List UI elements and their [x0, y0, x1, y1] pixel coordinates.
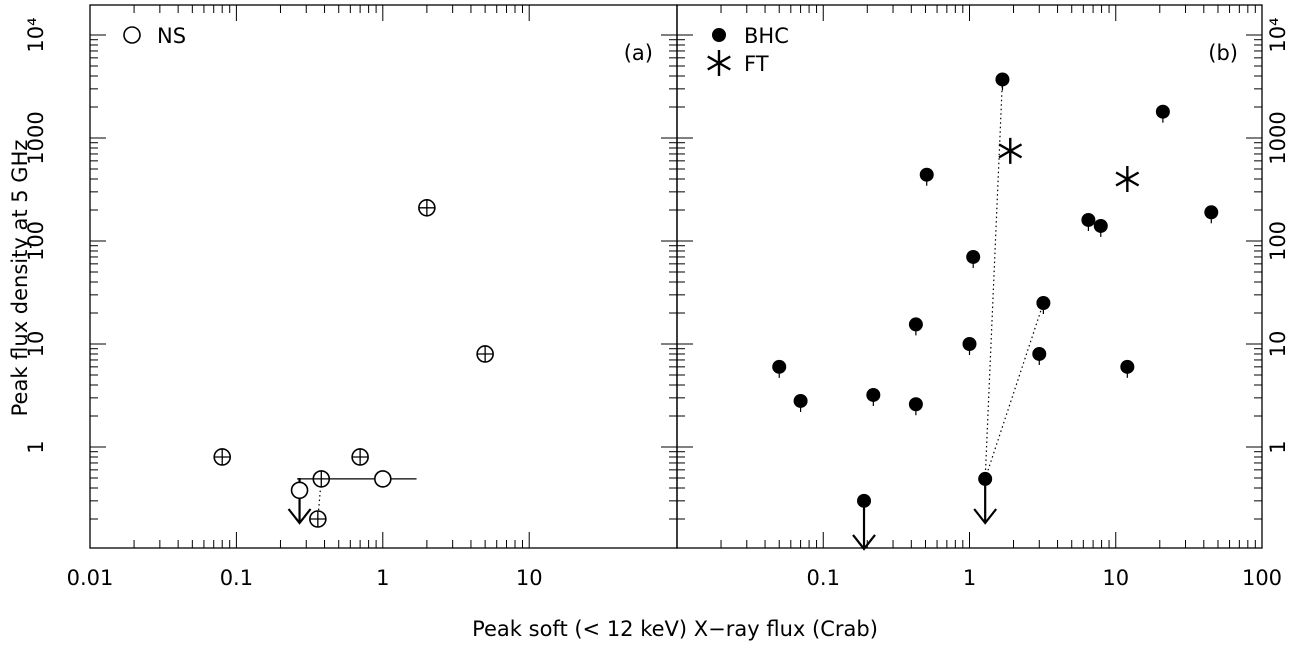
panel-label: (b)	[1208, 41, 1238, 65]
plot-frame	[676, 4, 1263, 549]
panel-b-bhc: 0.1 1 10 100 1 10 100 1000 10⁴ (b) BHC FT	[676, 4, 1290, 590]
data-point	[1155, 104, 1170, 119]
x-tick-label: 10	[516, 566, 543, 590]
data-point	[866, 387, 881, 402]
legend-label: NS	[157, 24, 186, 48]
legend-symbol	[123, 26, 141, 44]
legend-label: BHC	[744, 24, 789, 48]
y-tick-label: 10	[24, 331, 48, 358]
panel-a-ns: 0.01 0.1 1 10 1 10 100 1000 10⁴ (a) NS	[24, 4, 678, 590]
y-tick-label: 1	[24, 440, 48, 453]
legend-label: FT	[744, 52, 769, 76]
x-axis-title: Peak soft (< 12 keV) X−ray flux (Crab)	[472, 617, 878, 641]
data-point	[290, 481, 309, 500]
x-tick-label: 0.1	[220, 566, 253, 590]
data-point	[998, 137, 1023, 164]
y-tick-label: 100	[24, 221, 48, 261]
x-tick-label: 1	[963, 566, 976, 590]
y-tick-label: 10⁴	[1266, 17, 1290, 52]
data-point	[919, 167, 934, 182]
y-tick-label: 1	[1266, 440, 1290, 453]
data-point	[1120, 359, 1135, 374]
upper-limit-arrow-head	[287, 508, 312, 525]
data-point	[995, 72, 1010, 87]
x-tick-label: 1	[376, 566, 389, 590]
data-point	[978, 471, 993, 486]
data-point	[793, 393, 808, 408]
legend-symbol	[712, 28, 726, 42]
x-tick-label: 0.1	[807, 566, 840, 590]
data-point	[1204, 205, 1219, 220]
data-point	[1032, 346, 1047, 361]
y-tick-label: 10⁴	[24, 17, 48, 52]
y-axis-title: Peak flux density at 5 GHz	[8, 140, 32, 417]
upper-limit-arrow-head	[973, 508, 998, 525]
data-point	[908, 317, 923, 332]
y-tick-label: 1000	[24, 111, 48, 164]
asterisk-stroke	[707, 55, 731, 71]
x-tick-label: 0.01	[67, 566, 114, 590]
upper-limit-arrow-head	[852, 534, 876, 551]
asterisk-stroke	[1115, 171, 1140, 187]
x-tick-label: 10	[1102, 566, 1129, 590]
plot-frame	[89, 4, 678, 549]
data-point	[857, 493, 872, 508]
y-tick-label: 1000	[1266, 111, 1290, 164]
connector-line	[984, 302, 1044, 480]
data-point	[1036, 296, 1051, 311]
data-point	[373, 470, 392, 488]
data-point	[1093, 218, 1108, 233]
legend-symbol	[707, 50, 731, 76]
y-tick-label: 10	[1266, 331, 1290, 358]
data-point	[1115, 165, 1140, 192]
data-point	[908, 397, 923, 412]
data-point	[1081, 212, 1096, 227]
data-point	[772, 359, 787, 374]
x-tick-label: 100	[1242, 566, 1282, 590]
asterisk-stroke	[998, 143, 1023, 159]
connector-line	[984, 79, 1004, 479]
panel-label: (a)	[624, 41, 653, 65]
data-point	[962, 337, 977, 351]
data-point	[966, 249, 981, 264]
y-tick-label: 100	[1266, 221, 1290, 261]
